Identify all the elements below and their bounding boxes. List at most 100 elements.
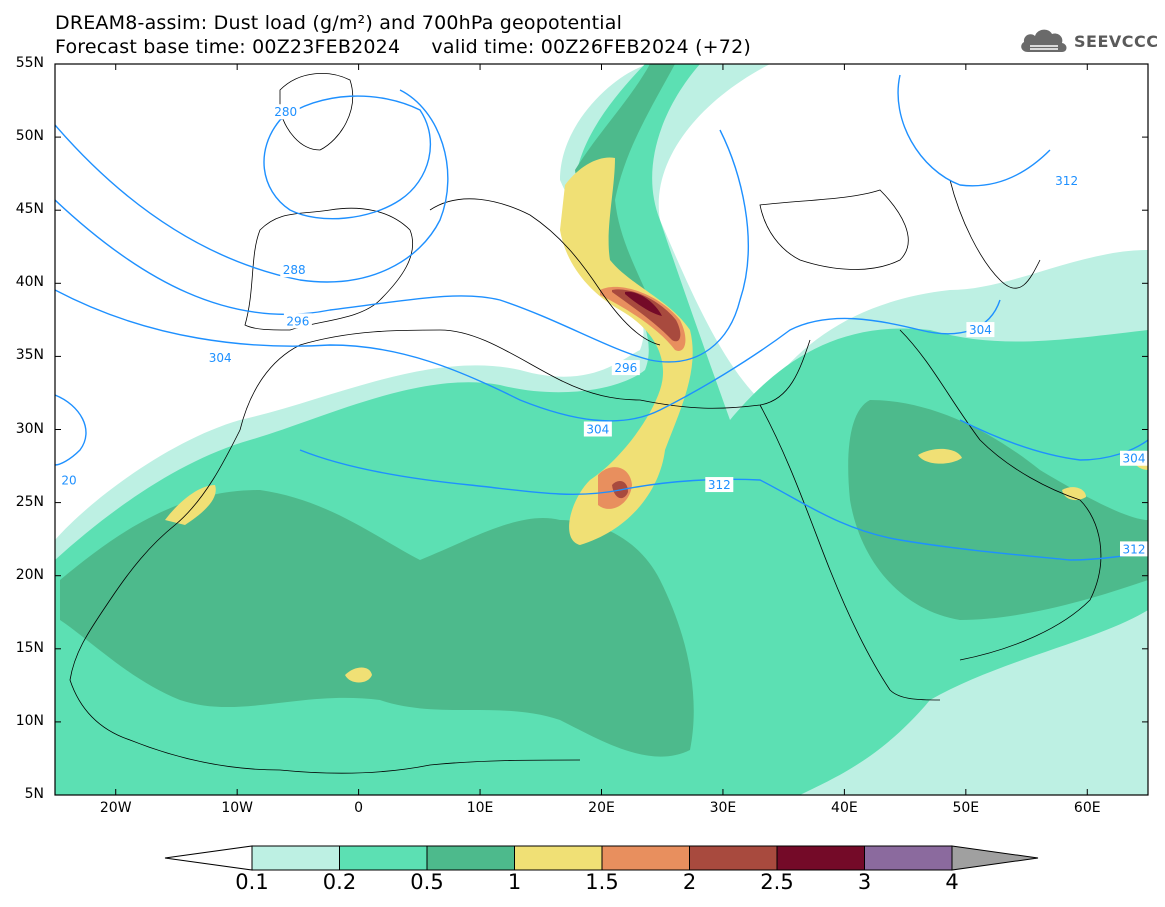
coastline: [949, 179, 1041, 289]
colorbar-swatch: [689, 845, 778, 871]
lon-tick-label: 20E: [588, 800, 615, 816]
colorbar-label: 2.5: [760, 870, 794, 894]
contour-304: [55, 289, 1001, 422]
lon-tick-label: 10W: [221, 800, 253, 816]
contour-label-bg: [611, 360, 640, 376]
contour-label-bg: [1052, 172, 1081, 188]
colorbar-label: 4: [945, 870, 959, 894]
contour-20: [55, 394, 87, 466]
contour-label-bg: [966, 322, 995, 338]
colorbar-label: 1.5: [585, 870, 619, 894]
contour-label: 304: [969, 323, 992, 337]
contour-label: 288: [283, 263, 306, 277]
lon-tick-label: 60E: [1073, 800, 1101, 816]
contour-labels: 28028829630429630431231230431230431220: [55, 104, 1148, 557]
colorbar-swatch: [251, 845, 340, 871]
coastline: [244, 207, 414, 331]
lon-tick-label: 10E: [466, 800, 494, 816]
contour-label-bg: [705, 477, 734, 493]
lat-tick-label: 5N: [24, 786, 44, 802]
coastline: [69, 429, 581, 774]
contour-label: 296: [614, 361, 637, 375]
axis-ticks: [55, 63, 1148, 796]
contour-label: 296: [286, 314, 309, 328]
contour-label-bg: [55, 472, 83, 488]
contour-296: [55, 129, 749, 363]
contour-280: [263, 95, 432, 220]
lon-tick-label: 30E: [709, 800, 737, 816]
contour-label: 312: [708, 478, 731, 492]
lat-tick-label: 35N: [15, 347, 44, 364]
colorbar-label: 0.2: [322, 870, 357, 894]
lat-tick-label: 25N: [15, 493, 44, 510]
colorbar-low-arrow: [164, 845, 253, 871]
coastline: [759, 404, 941, 701]
colorbar-high-arrow: [951, 845, 1039, 871]
contour-304-east: [959, 419, 1148, 461]
map-title-line1: DREAM8-assim: Dust load (g/m²) and 700hP…: [55, 12, 623, 34]
coastline: [759, 189, 909, 270]
dust-region-extreme: [600, 286, 686, 351]
colorbar-swatch: [339, 845, 428, 871]
coastline: [429, 198, 661, 346]
colorbar: [164, 845, 1039, 871]
dust-region-very-high: [345, 667, 372, 683]
lat-tick-label: 20N: [15, 566, 44, 583]
colorbar-label: 2: [682, 870, 697, 894]
contour-label: 312: [1123, 542, 1146, 556]
contour-288: [55, 89, 449, 283]
logo: SEEVCCC: [1018, 24, 1159, 58]
colorbar-label: 3: [857, 870, 872, 894]
lat-tick-label: 30N: [15, 420, 44, 437]
lat-tick-label: 55N: [15, 55, 44, 71]
contour-label: 20: [61, 474, 76, 488]
lat-tick-label: 15N: [15, 639, 44, 656]
contour-label-bg: [583, 421, 612, 437]
contour-label: 280: [274, 105, 297, 119]
lat-tick-label: 40N: [15, 274, 44, 291]
dust-region-very-high: [165, 485, 216, 525]
colorbar-label: 0.1: [235, 870, 269, 894]
lat-tick-label: 50N: [15, 128, 44, 145]
coastlines: [69, 73, 1102, 774]
map-title-line2: Forecast base time: 00Z23FEB2024 valid t…: [55, 36, 751, 58]
contour-label-bg: [271, 104, 300, 120]
contour-label-bg: [206, 349, 235, 365]
lon-tick-label: 0: [354, 800, 364, 816]
lon-tick-label: 40E: [831, 800, 858, 816]
cloud-icon: [1021, 29, 1067, 52]
dust-region-severe: [612, 289, 681, 342]
lat-tick-label: 10N: [15, 712, 44, 729]
colorbar-swatch: [776, 845, 865, 871]
contour-label-bg: [280, 262, 309, 278]
lon-tick-label: 50E: [952, 800, 980, 816]
contour-312: [299, 449, 1148, 561]
dust-region-max: [625, 291, 662, 316]
colorbar-swatch: [864, 845, 953, 871]
coastline: [279, 73, 354, 151]
coastline: [899, 329, 1102, 661]
contour-312-north: [897, 74, 1051, 187]
colorbar-swatch: [514, 845, 603, 871]
dust-region-high: [60, 490, 694, 757]
coastline: [239, 329, 811, 431]
lon-tick-label: 20W: [99, 800, 132, 816]
dust-region-very-high: [560, 157, 693, 545]
colorbar-label: 1: [507, 870, 522, 894]
contour-label-bg: [1120, 450, 1148, 466]
lat-tick-label: 45N: [15, 201, 44, 218]
contour-label-bg: [1120, 541, 1148, 557]
geopotential-contours: [55, 74, 1148, 561]
colorbar-label: 0.5: [410, 870, 444, 894]
contour-label: 304: [209, 351, 232, 365]
dust-region-very-high: [1062, 487, 1086, 501]
contour-label: 304: [586, 423, 609, 437]
contour-label: 312: [1055, 174, 1078, 188]
contour-label: 304: [1123, 452, 1146, 466]
colorbar-swatch: [426, 845, 515, 871]
logo-text: SEEVCCC: [1074, 31, 1159, 51]
dust-region-very-high: [918, 448, 962, 464]
colorbar-swatch: [601, 845, 690, 871]
contour-label-bg: [283, 313, 312, 329]
